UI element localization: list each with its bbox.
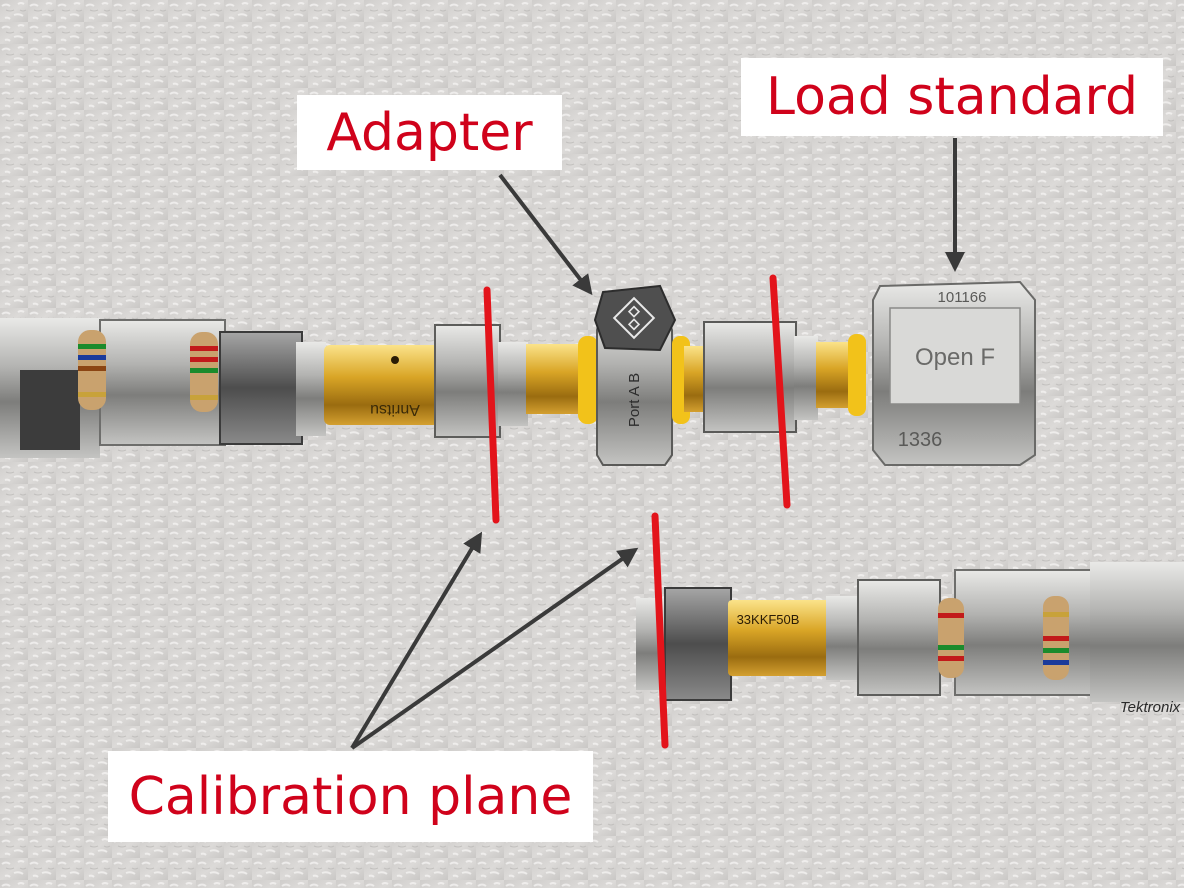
adapter-label-text: Adapter bbox=[326, 102, 533, 163]
right-hex-nut bbox=[857, 579, 941, 696]
left-hex-nut bbox=[219, 331, 303, 445]
load-brand-marking: Open F bbox=[915, 344, 995, 371]
adapter-top-hex bbox=[593, 284, 677, 352]
resistor-right-1 bbox=[938, 598, 964, 678]
arrow-calibration-left bbox=[350, 531, 483, 750]
right-ring bbox=[826, 596, 860, 680]
load-part-marking: 1336 bbox=[898, 429, 943, 451]
left-cable-block bbox=[20, 370, 80, 450]
tektronix-marking: Tektronix bbox=[1120, 699, 1181, 716]
resistor-left-2 bbox=[190, 332, 218, 412]
calibration-line-middle bbox=[769, 274, 791, 509]
calibration-plane-label: Calibration plane bbox=[108, 751, 593, 842]
arrow-calibration-right bbox=[350, 547, 639, 750]
adapter-yellow-ring-left bbox=[578, 336, 598, 424]
calibration-line-left bbox=[483, 286, 500, 524]
gold-body-hole bbox=[391, 356, 399, 364]
left-gold-body bbox=[324, 345, 439, 425]
right-connector-marking: 33KKF50B bbox=[737, 612, 800, 627]
resistor-left-1 bbox=[78, 330, 106, 410]
right-cable-assembly: 33KKF50B Tektronix bbox=[636, 562, 1184, 716]
anritsu-marking: Anritsu bbox=[370, 401, 420, 418]
adapter-right-collar bbox=[794, 336, 818, 420]
load-hex-face bbox=[889, 307, 1021, 405]
calibration-line-lower bbox=[651, 512, 669, 749]
right-cable-nut bbox=[954, 569, 1096, 696]
arrow-adapter bbox=[498, 173, 593, 296]
load-standard-label: Load standard bbox=[741, 58, 1163, 136]
adapter-assembly: Port A B bbox=[526, 284, 818, 466]
adapter-port-marking: Port A B bbox=[626, 373, 643, 427]
left-cable-assembly: Anritsu bbox=[0, 318, 528, 458]
load-yellow-ring bbox=[848, 334, 866, 416]
right-port-nut bbox=[664, 587, 732, 701]
right-cable-body bbox=[1090, 562, 1184, 702]
rs-logo-icon bbox=[612, 296, 656, 340]
calibration-plane-label-text: Calibration plane bbox=[128, 766, 573, 827]
resistor-right-2 bbox=[1043, 596, 1069, 680]
load-standard: 101166 Open F 1336 bbox=[816, 280, 1036, 466]
load-standard-label-text: Load standard bbox=[766, 67, 1138, 127]
right-gold-body bbox=[728, 600, 830, 676]
left-adapter-ring bbox=[296, 342, 326, 436]
load-serial-marking: 101166 bbox=[938, 289, 987, 306]
left-port-collar bbox=[498, 342, 528, 426]
adapter-label: Adapter bbox=[297, 95, 562, 170]
